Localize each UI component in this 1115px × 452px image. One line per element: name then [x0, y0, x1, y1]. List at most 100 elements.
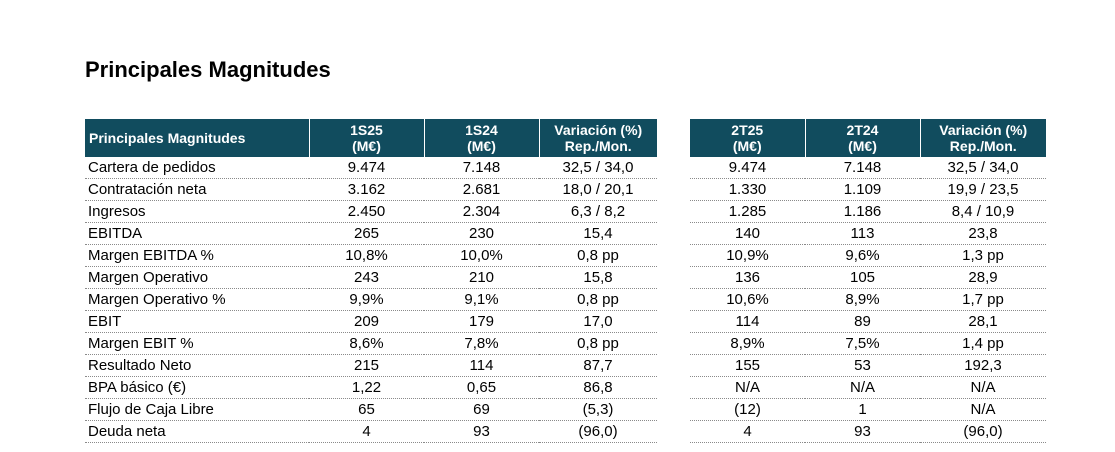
cell-value: 1,22 — [309, 376, 424, 399]
cell-value: 1.330 — [690, 178, 805, 201]
header-col-3: Variación (%) Rep./Mon. — [920, 119, 1046, 157]
table-row: Margen EBIT % 8,6% 7,8% 0,8 pp — [85, 332, 657, 355]
cell-value: (96,0) — [920, 420, 1046, 443]
cell-value: 113 — [805, 222, 920, 245]
table-row: EBITDA 265 230 15,4 — [85, 222, 657, 245]
cell-value: 93 — [424, 420, 539, 443]
cell-value: 89 — [805, 310, 920, 333]
row-label: Ingresos — [85, 200, 309, 223]
cell-value: 265 — [309, 222, 424, 245]
row-label: Margen EBIT % — [85, 332, 309, 355]
header-col-1-period: 2T25 — [731, 122, 764, 138]
table-row: 9.474 7.148 32,5 / 34,0 — [690, 157, 1046, 179]
row-label: Margen Operativo % — [85, 288, 309, 311]
cell-value: 3.162 — [309, 178, 424, 201]
cell-value: 15,4 — [539, 222, 657, 245]
cell-value: 87,7 — [539, 354, 657, 377]
row-label: EBIT — [85, 310, 309, 333]
cell-value: 69 — [424, 398, 539, 421]
table-header-row: Principales Magnitudes 1S25 (M€) 1S24 (M… — [85, 119, 657, 157]
table-row: EBIT 209 179 17,0 — [85, 310, 657, 333]
cell-value: 243 — [309, 266, 424, 289]
row-label: Margen EBITDA % — [85, 244, 309, 267]
cell-value: 9,9% — [309, 288, 424, 311]
cell-value: 140 — [690, 222, 805, 245]
cell-value: 4 — [309, 420, 424, 443]
cell-value: 7.148 — [805, 157, 920, 179]
page-title: Principales Magnitudes — [85, 57, 331, 82]
cell-value: 23,8 — [920, 222, 1046, 245]
header-col-2-period: 2T24 — [846, 122, 879, 138]
cell-value: 8,4 / 10,9 — [920, 200, 1046, 223]
header-label: Principales Magnitudes — [85, 119, 310, 157]
cell-value: 9.474 — [690, 157, 805, 179]
header-col-2: 2T24 (M€) — [805, 119, 921, 157]
table-row: Margen Operativo % 9,9% 9,1% 0,8 pp — [85, 288, 657, 311]
cell-value: (5,3) — [539, 398, 657, 421]
table-row: N/A N/A N/A — [690, 376, 1046, 399]
table-row: 140 113 23,8 — [690, 222, 1046, 245]
cell-value: 105 — [805, 266, 920, 289]
cell-value: 53 — [805, 354, 920, 377]
cell-value: (96,0) — [539, 420, 657, 443]
cell-value: N/A — [690, 376, 805, 399]
cell-value: 0,8 pp — [539, 332, 657, 355]
cell-value: N/A — [920, 398, 1046, 421]
header-col-1-period: 1S25 — [350, 122, 383, 138]
cell-value: 1.109 — [805, 178, 920, 201]
row-label: Resultado Neto — [85, 354, 309, 377]
table-row: Flujo de Caja Libre 65 69 (5,3) — [85, 398, 657, 421]
cell-value: 32,5 / 34,0 — [539, 157, 657, 179]
table-row: 155 53 192,3 — [690, 354, 1046, 377]
cell-value: 1.186 — [805, 200, 920, 223]
table-row: Margen Operativo 243 210 15,8 — [85, 266, 657, 289]
cell-value: 28,9 — [920, 266, 1046, 289]
header-col-3: Variación (%) Rep./Mon. — [539, 119, 657, 157]
cell-value: 230 — [424, 222, 539, 245]
table-row: Cartera de pedidos 9.474 7.148 32,5 / 34,0 — [85, 157, 657, 179]
cell-value: 1.285 — [690, 200, 805, 223]
table-row: BPA básico (€) 1,22 0,65 86,8 — [85, 376, 657, 399]
cell-value: 114 — [690, 310, 805, 333]
header-col-1: 1S25 (M€) — [309, 119, 425, 157]
header-col-2: 1S24 (M€) — [424, 119, 540, 157]
cell-value: 93 — [805, 420, 920, 443]
cell-value: 28,1 — [920, 310, 1046, 333]
table-row: 136 105 28,9 — [690, 266, 1046, 289]
cell-value: 9.474 — [309, 157, 424, 179]
table-quarter: 2T25 (M€) 2T24 (M€) Variación (%) Rep./M… — [690, 119, 1046, 443]
table-row: 114 89 28,1 — [690, 310, 1046, 333]
cell-value: 8,9% — [690, 332, 805, 355]
row-label: BPA básico (€) — [85, 376, 309, 399]
cell-value: 8,9% — [805, 288, 920, 311]
table-row: 1.285 1.186 8,4 / 10,9 — [690, 200, 1046, 223]
cell-value: 136 — [690, 266, 805, 289]
cell-value: 17,0 — [539, 310, 657, 333]
table-row: 4 93 (96,0) — [690, 420, 1046, 443]
cell-value: N/A — [805, 376, 920, 399]
cell-value: 9,1% — [424, 288, 539, 311]
cell-value: 155 — [690, 354, 805, 377]
row-label: EBITDA — [85, 222, 309, 245]
cell-value: 18,0 / 20,1 — [539, 178, 657, 201]
header-col-1-unit: (M€) — [732, 138, 762, 154]
cell-value: 1,7 pp — [920, 288, 1046, 311]
cell-value: 10,0% — [424, 244, 539, 267]
table-row: 10,9% 9,6% 1,3 pp — [690, 244, 1046, 267]
cell-value: 210 — [424, 266, 539, 289]
table-row: Margen EBITDA % 10,8% 10,0% 0,8 pp — [85, 244, 657, 267]
cell-value: 65 — [309, 398, 424, 421]
cell-value: 1,4 pp — [920, 332, 1046, 355]
table-row: 1.330 1.109 19,9 / 23,5 — [690, 178, 1046, 201]
row-label: Contratación neta — [85, 178, 309, 201]
cell-value: 4 — [690, 420, 805, 443]
table-row: Contratación neta 3.162 2.681 18,0 / 20,1 — [85, 178, 657, 201]
cell-value: 114 — [424, 354, 539, 377]
table-row: (12) 1 N/A — [690, 398, 1046, 421]
cell-value: 2.304 — [424, 200, 539, 223]
cell-value: 10,9% — [690, 244, 805, 267]
row-label: Deuda neta — [85, 420, 309, 443]
cell-value: 15,8 — [539, 266, 657, 289]
table-row: 8,9% 7,5% 1,4 pp — [690, 332, 1046, 355]
table-row: 10,6% 8,9% 1,7 pp — [690, 288, 1046, 311]
